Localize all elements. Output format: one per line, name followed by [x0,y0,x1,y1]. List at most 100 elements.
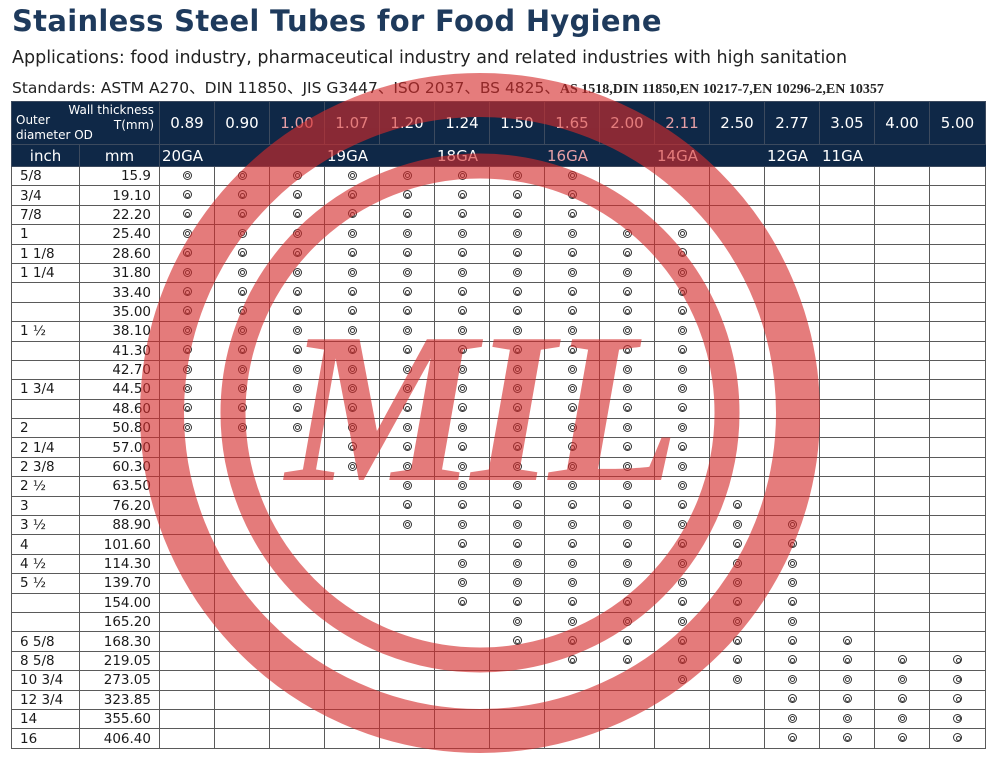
availability-cell [874,592,930,613]
availability-cell [269,495,325,517]
inch-cell: 2 3/8 [11,456,80,478]
double-circle-icon [512,422,522,432]
availability-cell [489,515,545,536]
availability-cell [654,708,710,730]
availability-cell [379,670,435,691]
double-circle-icon [347,209,357,219]
double-circle-icon [897,674,907,684]
double-circle-icon [402,364,412,374]
availability-cell [324,476,380,497]
thickness-header-0-89: 0.89 [159,101,215,145]
availability-cell [269,534,325,555]
availability-cell [324,204,380,226]
double-circle-icon [622,287,632,297]
double-circle-icon [457,577,467,587]
availability-cell [599,185,655,206]
availability-cell [709,534,765,555]
mm-cell: 76.20 [79,495,160,517]
availability-cell [709,185,765,206]
availability-cell [379,321,435,342]
double-circle-icon [237,209,247,219]
availability-cell [269,204,325,226]
availability-cell [434,553,490,575]
availability-cell [159,379,215,400]
double-circle-icon [622,403,632,413]
availability-cell [214,631,270,652]
double-circle-icon [347,383,357,393]
double-circle-icon [512,480,522,490]
availability-cell [764,728,820,749]
availability-cell [654,689,710,710]
double-circle-icon [512,636,522,646]
availability-cell [489,224,545,245]
double-circle-icon [622,345,632,355]
double-circle-icon [237,422,247,432]
table-row: 8 5/8 219.05 [11,650,986,672]
availability-cell [269,321,325,342]
double-circle-icon [237,364,247,374]
double-circle-icon [182,228,192,238]
availability-cell [489,650,545,672]
double-circle-icon [677,345,687,355]
availability-cell [159,282,215,303]
availability-cell [489,437,545,458]
availability-cell [434,165,490,187]
availability-cell [599,224,655,245]
availability-cell [709,282,765,303]
double-circle-icon [182,170,192,180]
availability-cell [544,728,600,749]
double-circle-icon [457,248,467,258]
double-circle-icon [347,364,357,374]
availability-cell [214,456,270,478]
double-circle-icon [402,170,412,180]
double-circle-icon [402,403,412,413]
double-circle-icon [347,345,357,355]
double-circle-icon [292,287,302,297]
availability-cell [654,398,710,420]
double-circle-icon [842,636,852,646]
availability-cell [929,340,986,361]
availability-cell [544,165,600,187]
double-circle-icon [567,539,577,549]
availability-cell [929,282,986,303]
mm-cell: 139.70 [79,573,160,594]
availability-cell [599,398,655,420]
double-circle-icon [567,461,577,471]
availability-cell [434,437,490,458]
availability-cell [599,437,655,458]
availability-cell [874,631,930,652]
availability-cell [489,359,545,381]
availability-cell [764,708,820,730]
availability-cell [819,670,875,691]
table-body: 5/8 15.9 3/4 19.10 7/8 22.20 1 25.40 1 1/8 28.60 1… [11,165,986,749]
availability-cell [544,650,600,672]
availability-cell [324,708,380,730]
availability-cell [159,359,215,381]
availability-cell [874,301,930,323]
availability-cell [214,670,270,691]
double-circle-icon [237,325,247,335]
inch-cell: 4 [11,534,80,555]
double-circle-icon [512,209,522,219]
table-row: 16 406.40 [11,728,986,749]
double-circle-icon [567,519,577,529]
availability-cell [214,185,270,206]
table-row: 14 355.60 [11,708,986,730]
availability-cell [709,418,765,439]
double-circle-icon [402,190,412,200]
mm-cell: 88.90 [79,515,160,536]
availability-cell [159,534,215,555]
wall-thickness-label: Wall thickness [68,103,154,117]
tube-size-table: Wall thickness T(mm) Outer diameter OD 0.8… [11,101,986,749]
availability-cell [654,670,710,691]
availability-cell [929,301,986,323]
inch-cell: 3/4 [11,185,80,206]
double-circle-icon [567,655,577,665]
availability-cell [379,359,435,381]
availability-cell [654,185,710,206]
availability-cell [929,204,986,226]
availability-cell [709,592,765,613]
double-circle-icon [237,267,247,277]
availability-cell [489,204,545,226]
availability-cell [544,534,600,555]
